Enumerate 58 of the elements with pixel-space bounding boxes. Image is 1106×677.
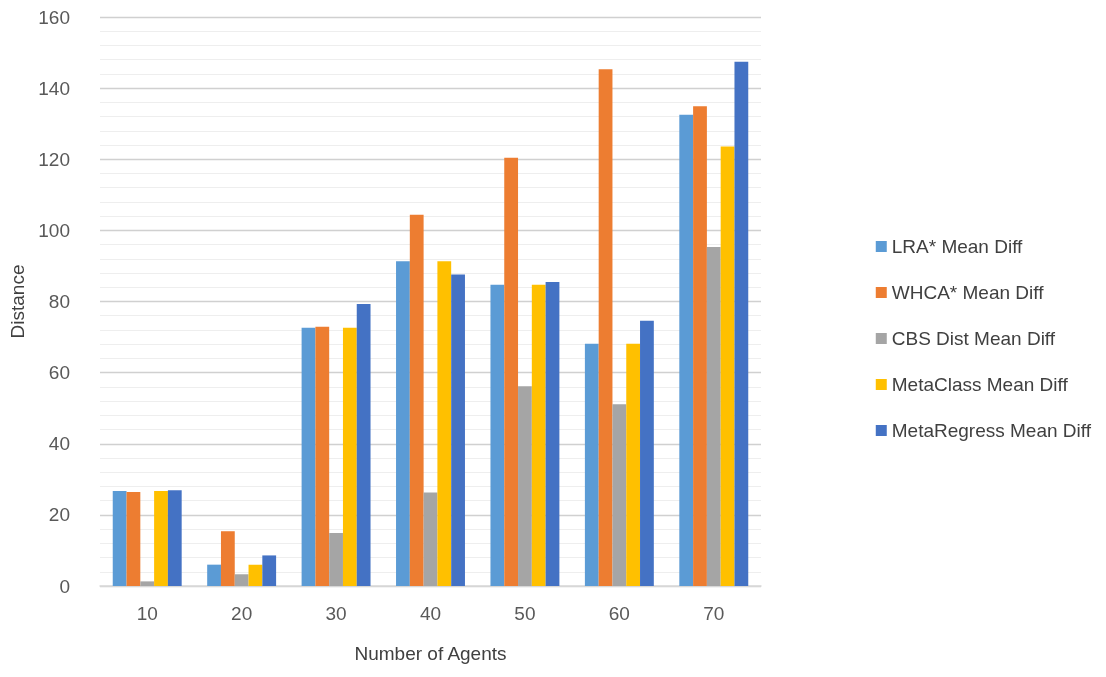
x-tick-label: 10 xyxy=(136,603,158,624)
bar xyxy=(679,114,694,586)
y-tick-label: 100 xyxy=(38,219,70,241)
x-tick-label: 70 xyxy=(703,603,725,624)
bar xyxy=(396,261,410,586)
y-tick-label: 20 xyxy=(48,504,70,526)
y-tick-label: 40 xyxy=(48,433,70,455)
legend-label: MetaRegress Mean Diff xyxy=(891,420,1092,441)
bar xyxy=(504,157,519,586)
x-tick-label: 50 xyxy=(514,603,536,624)
bar xyxy=(262,555,277,586)
bar xyxy=(518,386,532,586)
bar xyxy=(490,284,505,586)
x-tick-label: 20 xyxy=(231,603,253,624)
y-axis-title: Distance xyxy=(7,264,29,339)
bar xyxy=(409,214,424,586)
bar xyxy=(220,531,235,586)
x-tick-label: 30 xyxy=(325,603,347,624)
bar xyxy=(612,404,627,586)
bar xyxy=(437,261,452,586)
bar xyxy=(140,581,155,586)
bar xyxy=(423,492,438,586)
bar xyxy=(207,564,221,586)
bar xyxy=(626,343,641,586)
y-tick-label: 60 xyxy=(48,362,70,384)
y-tick-label: 80 xyxy=(48,291,70,312)
bar xyxy=(531,284,546,586)
bar xyxy=(693,106,707,586)
legend-label: CBS Dist Mean Diff xyxy=(891,328,1056,349)
bar xyxy=(356,303,371,586)
bar xyxy=(315,326,330,586)
legend-label: MetaClass Mean Diff xyxy=(891,374,1069,395)
bar xyxy=(112,491,127,586)
bar xyxy=(329,533,343,586)
bar xyxy=(248,564,263,586)
bar xyxy=(598,69,613,586)
bar xyxy=(734,61,749,586)
legend-label: WHCA* Mean Diff xyxy=(891,282,1045,303)
y-tick-label: 120 xyxy=(38,148,70,170)
x-tick-label: 40 xyxy=(419,603,442,624)
bar xyxy=(584,343,599,586)
legend-label: LRA* Mean Diff xyxy=(891,236,1024,257)
x-axis-title: Number of Agents xyxy=(354,643,507,664)
bar xyxy=(301,327,316,586)
bar xyxy=(545,281,560,586)
bar xyxy=(451,274,465,586)
y-tick-label: 140 xyxy=(38,77,70,99)
bar xyxy=(720,146,735,586)
bar xyxy=(234,574,249,586)
bar xyxy=(706,247,721,586)
y-tick-label: 0 xyxy=(59,575,70,597)
bar xyxy=(640,320,654,586)
bar xyxy=(342,327,357,586)
bar xyxy=(167,490,182,586)
y-tick-label: 160 xyxy=(38,6,70,28)
bar xyxy=(126,492,141,586)
bar xyxy=(154,491,168,586)
x-tick-label: 60 xyxy=(608,603,630,624)
